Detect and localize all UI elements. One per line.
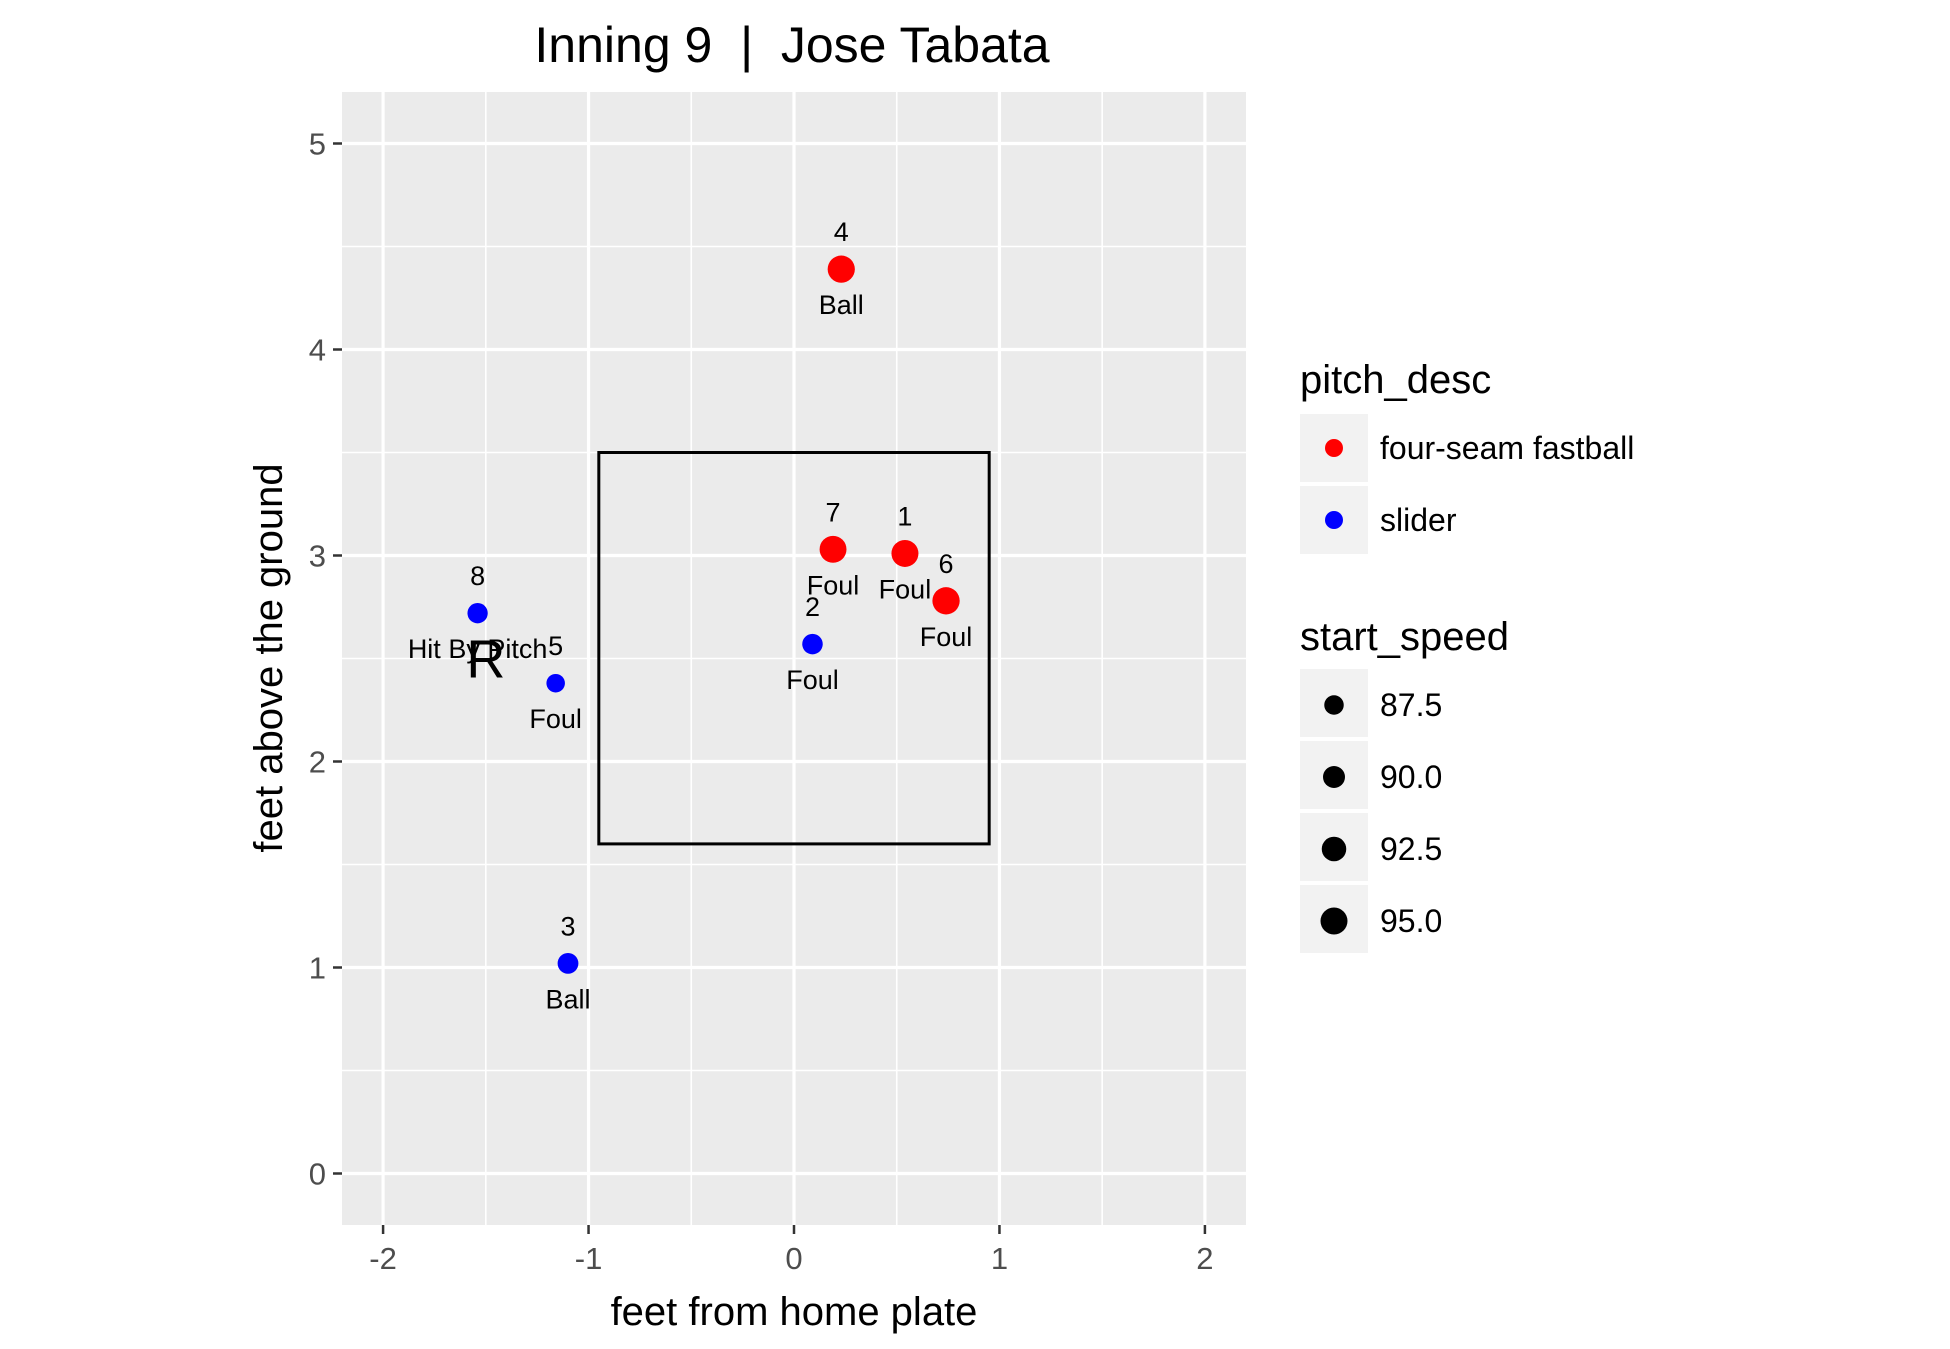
- legend-size-swatch: [1324, 695, 1344, 715]
- y-tick-label: 4: [309, 333, 326, 368]
- pitch-number-label: 8: [470, 561, 485, 591]
- x-axis: -2 -1 0 1 2: [369, 1225, 1213, 1276]
- legend-size-swatch: [1321, 908, 1348, 935]
- legend-color-label: slider: [1380, 502, 1457, 538]
- pitch-number-label: 3: [560, 911, 575, 941]
- legend: pitch_desc four-seam fastball slider start_…: [1300, 358, 1634, 953]
- x-tick-label: 1: [991, 1241, 1008, 1276]
- pitch-number-label: 6: [939, 549, 954, 579]
- pitch-result-label: Foul: [920, 622, 973, 652]
- legend-size-swatch: [1322, 837, 1347, 862]
- x-axis-label: feet from home plate: [611, 1290, 978, 1334]
- pitch-number-label: 4: [834, 217, 849, 247]
- pitch-point: [558, 953, 579, 974]
- pitch-result-label: Foul: [807, 570, 860, 600]
- pitch-point: [828, 256, 855, 283]
- pitch-point: [546, 674, 565, 693]
- legend-size-label: 90.0: [1380, 759, 1442, 795]
- y-axis-label: feet above the ground: [247, 463, 291, 852]
- pitch-point: [802, 634, 823, 655]
- y-tick-label: 3: [309, 539, 326, 574]
- legend-size-label: 95.0: [1380, 903, 1442, 939]
- legend-color-title: pitch_desc: [1300, 358, 1491, 402]
- pitch-result-label: Foul: [529, 704, 582, 734]
- x-tick-label: -1: [575, 1241, 603, 1276]
- legend-color-label: four-seam fastball: [1380, 430, 1634, 466]
- pitch-point: [467, 603, 487, 623]
- x-tick-label: 2: [1196, 1241, 1213, 1276]
- y-axis: 0 1 2 3 4 5: [309, 127, 342, 1192]
- legend-size-label: 87.5: [1380, 687, 1442, 723]
- legend-color-swatch: [1325, 511, 1343, 529]
- x-tick-label: 0: [785, 1241, 802, 1276]
- pitch-point: [932, 587, 959, 614]
- legend-size-swatch: [1323, 766, 1345, 788]
- pitch-number-label: 1: [897, 501, 912, 531]
- y-tick-label: 5: [309, 127, 326, 162]
- y-tick-label: 2: [309, 745, 326, 780]
- pitch-number-label: 5: [548, 631, 563, 661]
- pitch-result-label: Ball: [545, 984, 590, 1014]
- legend-size-label: 92.5: [1380, 831, 1442, 867]
- pitch-result-label: Ball: [819, 290, 864, 320]
- legend-color-swatch: [1325, 439, 1343, 457]
- legend-size-title: start_speed: [1300, 615, 1509, 659]
- pitch-point: [820, 536, 847, 563]
- pitch-result-label: Foul: [879, 574, 932, 604]
- pitch-point: [891, 540, 918, 567]
- x-tick-label: -2: [369, 1241, 397, 1276]
- pitch-result-label: Foul: [786, 665, 839, 695]
- y-tick-label: 0: [309, 1157, 326, 1192]
- pitch-number-label: 7: [826, 497, 841, 527]
- chart-title: Inning 9 | Jose Tabata: [534, 17, 1049, 73]
- y-tick-label: 1: [309, 951, 326, 986]
- pitch-result-label: Hit By Pitch: [408, 634, 548, 664]
